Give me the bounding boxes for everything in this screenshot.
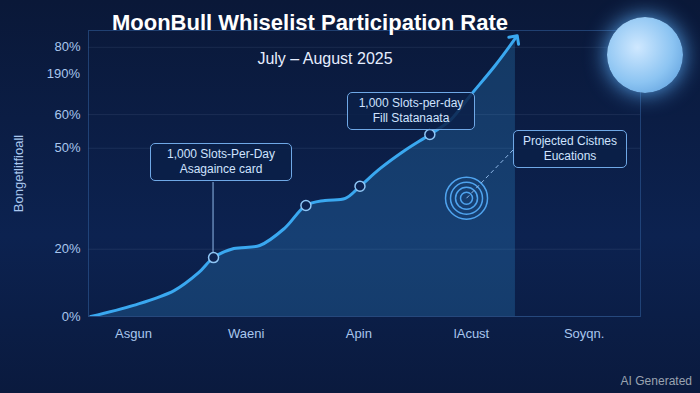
html-text:190%: 190% xyxy=(46,65,80,81)
svg-text:80%: 80% xyxy=(54,39,80,54)
html-text:1,000 Slots-Per-Day: 1,000 Slots-Per-Day xyxy=(167,147,275,161)
svg-text:20%: 20% xyxy=(54,241,80,256)
html-text:Asagaince card: Asagaince card xyxy=(179,162,263,176)
html-text:1,000 Slots-per-day: 1,000 Slots-per-day xyxy=(358,96,464,110)
svg-text:Waeni: Waeni xyxy=(228,326,264,341)
svg-text:50%: 50% xyxy=(54,140,80,155)
svg-text:Soyqn.: Soyqn. xyxy=(564,326,604,341)
svg-text:Apin: Apin xyxy=(346,326,372,341)
html-text:Projected Cistnes: Projected Cistnes xyxy=(523,134,617,148)
html-text:MoonBull Whiselist Participati: MoonBull Whiselist Participation Rate xyxy=(112,10,508,35)
svg-text:0%: 0% xyxy=(62,309,81,324)
html-text:July – August 2025: July – August 2025 xyxy=(257,50,393,67)
svg-text:Bongetlitfioall: Bongetlitfioall xyxy=(11,135,26,212)
svg-text:Asgun: Asgun xyxy=(115,326,152,341)
html-text:AI Generated: AI Generated xyxy=(620,374,692,388)
svg-text:lAcust: lAcust xyxy=(454,326,490,341)
html-text:Eucations: Eucations xyxy=(543,149,597,163)
html-text:Fill Statanaata: Fill Statanaata xyxy=(372,111,450,125)
svg-text:60%: 60% xyxy=(54,107,80,122)
